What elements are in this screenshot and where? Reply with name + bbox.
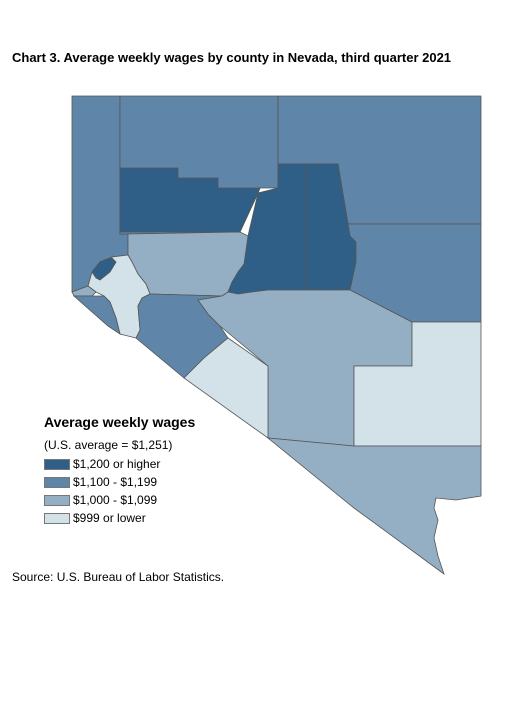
legend-swatch (44, 458, 70, 470)
legend-item: $1,200 or higher (44, 455, 195, 473)
legend-item: $999 or lower (44, 509, 195, 527)
legend-item: $1,000 - $1,099 (44, 491, 195, 509)
county-storey (91, 257, 117, 281)
legend-swatch (44, 494, 70, 506)
legend-subtitle: (U.S. average = $1,251) (44, 438, 173, 452)
map-legend: Average weekly wages (U.S. average = $1,… (44, 414, 195, 527)
legend-title: Average weekly wages (44, 414, 196, 430)
county-pershing (119, 167, 261, 233)
county-carson-city (71, 285, 97, 297)
legend-item: $1,100 - $1,199 (44, 473, 195, 491)
legend-swatch (44, 512, 70, 524)
county-clark (266, 437, 482, 576)
county-douglas (72, 295, 121, 335)
legend-swatch (44, 476, 70, 488)
legend-label: $1,200 or higher (73, 457, 161, 471)
legend-label: $999 or lower (73, 511, 146, 525)
legend-label: $1,000 - $1,099 (73, 493, 158, 507)
county-esmeralda (183, 337, 269, 439)
chart-title: Chart 3. Average weekly wages by county … (12, 50, 452, 65)
source-note: Source: U.S. Bureau of Labor Statistics. (12, 570, 225, 584)
legend-label: $1,100 - $1,199 (73, 475, 158, 489)
